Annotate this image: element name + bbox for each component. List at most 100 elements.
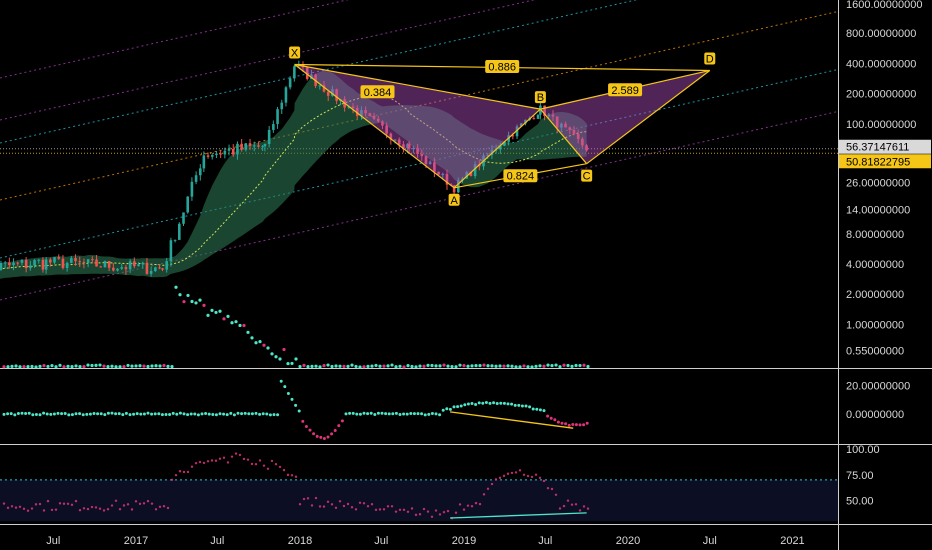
rsi-dot <box>282 468 286 472</box>
candle-body <box>293 65 296 68</box>
pattern-leg[interactable] <box>294 64 455 189</box>
rsi-dot <box>530 475 534 479</box>
candle-body <box>532 118 536 120</box>
oscillator-dot <box>110 411 114 415</box>
candle-body <box>57 257 61 259</box>
indicator-dot <box>494 364 498 368</box>
indicator-dot <box>426 363 430 367</box>
rsi-divergence-line[interactable] <box>450 512 587 519</box>
candle-body <box>490 149 494 155</box>
candle-body <box>141 262 145 265</box>
harmonic-pattern[interactable]: X A B C D 0.384 0.886 2.589 0.824 <box>289 46 716 207</box>
rsi-dot <box>558 507 562 510</box>
candle-body <box>560 123 563 128</box>
pattern-point-badge[interactable] <box>448 193 460 206</box>
oscillator-dot <box>207 412 211 416</box>
pattern-ratio-badge[interactable] <box>608 83 643 97</box>
rsi-dot <box>422 507 426 511</box>
indicator-dot <box>478 363 482 368</box>
indicator-dot <box>190 299 194 304</box>
pattern-leg[interactable] <box>294 63 541 110</box>
oscillator-dot <box>330 432 334 436</box>
rsi-dot <box>338 500 342 503</box>
price-tick-label: 8.00000000 <box>846 229 904 241</box>
rsi-dot <box>174 473 178 477</box>
oscillator-dot <box>189 412 193 416</box>
rsi-dot <box>410 507 414 510</box>
pattern-ratio-badge[interactable] <box>485 59 520 73</box>
candle-body <box>3 262 7 264</box>
oscillator-dot <box>571 422 575 426</box>
oscillator-dot <box>574 423 578 427</box>
oscillator-dot <box>139 412 143 416</box>
indicator-dot <box>122 365 126 369</box>
oscillator-dot <box>456 405 460 409</box>
pattern-point-badge[interactable] <box>534 91 546 104</box>
oscillator-dot <box>549 416 553 420</box>
candle-body <box>397 139 401 145</box>
indicator-dot <box>310 364 314 368</box>
oscillator-dot <box>344 412 348 416</box>
indicator-dot <box>134 364 138 368</box>
rsi-dot <box>62 502 66 505</box>
price-tick-label: 200.00000000 <box>846 89 916 101</box>
candle-body <box>457 180 460 193</box>
indicator-dot <box>318 365 322 369</box>
rsi-dot <box>154 508 158 511</box>
rsi-dot <box>222 456 226 459</box>
pattern-leg[interactable] <box>539 108 588 165</box>
time-tick-label: 2018 <box>288 535 312 547</box>
candle-body <box>112 267 115 271</box>
indicator-dot <box>66 364 70 368</box>
pattern-point-badge[interactable] <box>581 169 593 182</box>
pattern-point-label: X <box>291 47 299 59</box>
rsi-dot <box>166 506 170 510</box>
indicator-dot <box>42 363 46 368</box>
channel-line <box>0 68 839 259</box>
oscillator-dot <box>387 412 391 416</box>
indicator-dot <box>578 363 582 368</box>
oscillator-dot <box>553 418 557 422</box>
price-tick-label: 14.00000000 <box>846 204 910 216</box>
rsi-dot <box>570 503 574 506</box>
candle-body <box>473 164 477 176</box>
pattern-point-badge[interactable] <box>289 46 301 59</box>
candle-body <box>393 139 397 141</box>
indicator-dot <box>10 364 14 368</box>
pattern-point-badge[interactable] <box>704 52 716 65</box>
pattern-ratio-badge[interactable] <box>503 169 538 183</box>
rsi-dot <box>138 502 142 506</box>
rsi-dot <box>14 506 18 509</box>
pattern-point-label: B <box>537 92 544 104</box>
pattern-leg[interactable] <box>453 108 541 189</box>
oscillator-dot <box>441 408 445 412</box>
indicator-dot <box>226 314 230 318</box>
indicator-dot <box>258 340 262 344</box>
indicator-dot <box>142 364 146 368</box>
candle-body <box>515 126 519 137</box>
rsi-dot <box>142 502 146 505</box>
pattern-ratio-badge[interactable] <box>360 85 395 99</box>
pattern-ratio-label: 0.886 <box>488 61 516 73</box>
candle-body <box>499 145 502 150</box>
rsi-dot <box>398 508 402 512</box>
oscillator-dot <box>254 411 258 415</box>
oscillator-dot <box>477 401 481 405</box>
candle-body <box>257 145 260 147</box>
rsi-dot <box>34 503 38 506</box>
rsi-dot <box>494 478 498 481</box>
indicator-dot <box>206 313 210 317</box>
divergence-line[interactable] <box>449 411 574 429</box>
rsi-dot <box>214 459 218 462</box>
candle-body <box>445 173 449 185</box>
indicator-dot <box>150 364 154 368</box>
indicator-dot <box>386 364 390 368</box>
candle-body <box>441 173 445 175</box>
candle-body <box>199 168 202 176</box>
rsi-dot <box>394 510 398 513</box>
candle-body <box>288 78 292 88</box>
rsi-dot <box>486 487 490 491</box>
rsi-dot <box>18 505 22 508</box>
pattern-leg[interactable] <box>586 69 711 165</box>
